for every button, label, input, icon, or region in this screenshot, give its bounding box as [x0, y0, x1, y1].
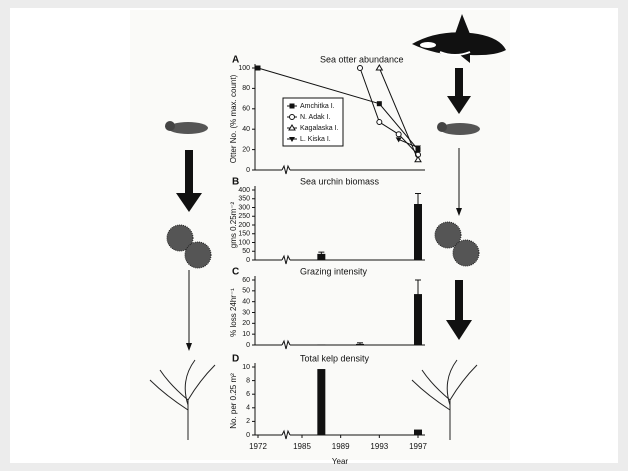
panel-title: Grazing intensity — [300, 266, 368, 276]
y-tick-label: 10 — [242, 331, 250, 338]
legend-label: Kagalaska I. — [300, 125, 339, 132]
legend-label: N. Adak I. — [300, 114, 330, 121]
panel-title: Sea otter abundance — [320, 54, 404, 64]
y-tick-label: 80 — [242, 85, 250, 92]
y-tick-label: 4 — [246, 405, 250, 412]
x-tick-label: 1997 — [409, 442, 427, 451]
y-tick-label: 8 — [246, 377, 250, 384]
x-tick-label: 1993 — [370, 442, 388, 451]
y-tick-label: 10 — [242, 364, 250, 371]
y-tick-label: 40 — [242, 126, 250, 133]
bar — [317, 369, 325, 435]
marker — [396, 132, 401, 137]
y-tick-label: 60 — [242, 277, 250, 284]
bar — [414, 430, 422, 435]
y-tick-label: 300 — [238, 204, 250, 211]
y-tick-label: 0 — [246, 432, 250, 439]
panel-label: D — [232, 354, 239, 365]
legend-marker — [290, 104, 295, 109]
y-tick-label: 60 — [242, 106, 250, 113]
legend-label: Amchitka I. — [300, 103, 335, 110]
panel-title: Total kelp density — [300, 353, 370, 363]
y-tick-label: 20 — [242, 320, 250, 327]
bar — [317, 344, 325, 345]
y-axis-label: Otter No. (% max. count) — [229, 74, 238, 163]
y-tick-label: 2 — [246, 418, 250, 425]
y-tick-label: 100 — [238, 239, 250, 246]
x-tick-label: 1985 — [293, 442, 311, 451]
y-tick-label: 250 — [238, 213, 250, 220]
y-tick-label: 0 — [246, 342, 250, 349]
y-tick-label: 6 — [246, 391, 250, 398]
marker — [358, 66, 363, 71]
y-tick-label: 100 — [238, 65, 250, 72]
x-axis-label: Year — [332, 457, 349, 466]
y-tick-label: 50 — [242, 248, 250, 255]
marker — [377, 120, 382, 125]
panel-title: Sea urchin biomass — [300, 176, 380, 186]
figure: ASea otter abundanceOtter No. (% max. co… — [0, 0, 628, 471]
y-tick-label: 0 — [246, 257, 250, 264]
y-tick-label: 350 — [238, 196, 250, 203]
y-axis-label: gms 0.25m⁻² — [229, 201, 238, 248]
y-tick-label: 40 — [242, 299, 250, 306]
legend-marker — [290, 115, 295, 120]
y-tick-label: 200 — [238, 222, 250, 229]
legend-label: L. Kiska I. — [300, 136, 331, 143]
y-tick-label: 50 — [242, 288, 250, 295]
y-axis-label: No. per 0.25 m² — [229, 373, 238, 429]
y-tick-label: 0 — [246, 167, 250, 174]
x-tick-label: 1989 — [332, 442, 350, 451]
panel-label: C — [232, 267, 239, 278]
y-tick-label: 20 — [242, 146, 250, 153]
y-tick-label: 30 — [242, 309, 250, 316]
y-tick-label: 400 — [238, 187, 250, 194]
x-tick-label: 1972 — [249, 442, 267, 451]
marker — [377, 101, 382, 106]
marker — [256, 66, 261, 71]
y-axis-label: % loss 24hr⁻¹ — [229, 288, 238, 337]
y-tick-label: 150 — [238, 231, 250, 238]
